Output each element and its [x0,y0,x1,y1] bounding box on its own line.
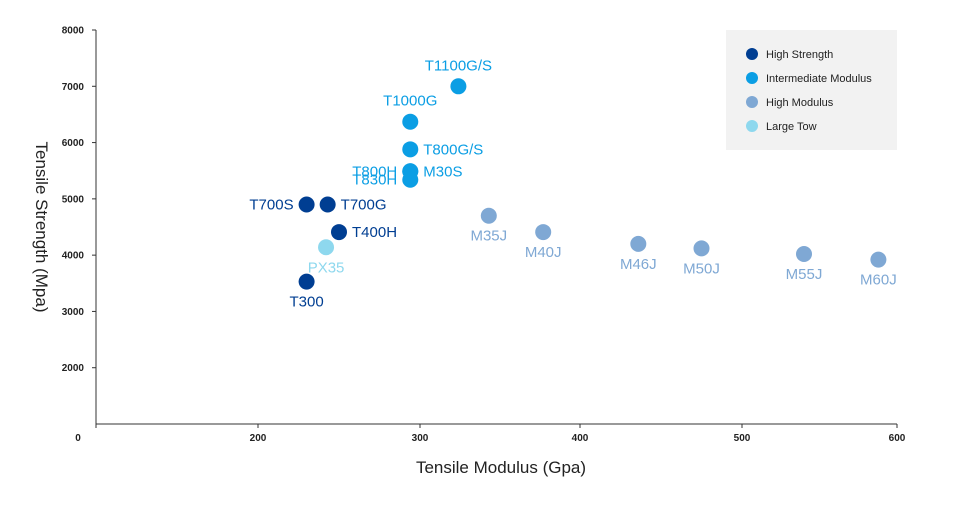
y-tick-label: 2000 [62,363,85,374]
data-point-t800g-s [402,141,419,158]
legend-swatch [746,120,758,132]
point-label: M55J [786,266,823,283]
point-label: PX35 [308,259,345,276]
y-tick-label: 6000 [62,138,85,149]
legend: High Strength Intermediate Modulus High Mo… [726,30,897,150]
data-point-m55j [796,246,812,263]
x-tick-label: 300 [412,433,429,444]
legend-label: Large Tow [766,121,817,133]
legend-swatch [746,96,758,108]
point-label: T400H [352,224,397,241]
point-label: T800H [352,163,397,180]
x-tick-label: 200 [250,433,267,444]
data-point-t1100g-s [450,78,467,95]
data-point-m50j [693,240,710,257]
data-point-t700g [319,196,336,213]
data-point-m46j [630,235,647,252]
point-label: M40J [525,244,562,261]
legend-label: High Modulus [766,97,834,109]
x-tick-label: 400 [572,433,589,444]
legend-label: Intermediate Modulus [766,73,872,85]
y-tick-label: 8000 [62,26,85,37]
y-axis-title: Tensile Strength (Mpa) [32,141,51,312]
x-tick-label: 500 [734,433,751,444]
point-label: T1100G/S [425,57,492,74]
y-tick-label: 5000 [62,194,85,205]
data-point-m35j [480,207,497,224]
x-tick-label: 0 [75,433,81,444]
legend-swatch [746,48,758,60]
point-label: M50J [683,260,720,277]
point-label: T1000G [383,93,437,110]
data-point-px35 [318,239,335,256]
point-label: T800G/S [423,141,483,158]
point-label: T700S [249,196,293,213]
x-tick-label: 600 [889,433,906,444]
point-label: T700G [341,196,387,213]
legend-swatch [746,72,758,84]
y-tick-label: 4000 [62,251,85,262]
y-tick-label: 7000 [62,82,85,93]
point-label: M35J [470,228,507,245]
data-point-t700s [298,196,315,213]
data-point-t1000g [402,113,419,130]
ticks: 2000 3000 4000 5000 6000 7000 8000 0 200 300 400 50… [62,26,906,445]
data-point-t830h [402,171,419,188]
legend-label: High Strength [766,49,833,61]
data-point-m60j [870,251,887,268]
data-point-t300 [298,273,315,290]
point-label: M46J [620,256,657,273]
point-label: M60J [860,272,897,289]
x-axis-title: Tensile Modulus (Gpa) [416,458,586,477]
data-points: T300 T700S T700G T400H T1100G/S T1000G T800G/S… [249,57,896,310]
y-tick-label: 3000 [62,307,85,318]
point-label: T300 [289,294,323,311]
point-label: T830H [352,172,397,189]
point-label: M30S [423,163,462,180]
axes [95,30,897,425]
data-point-m40j [535,224,552,241]
data-point-t400h [331,224,347,241]
